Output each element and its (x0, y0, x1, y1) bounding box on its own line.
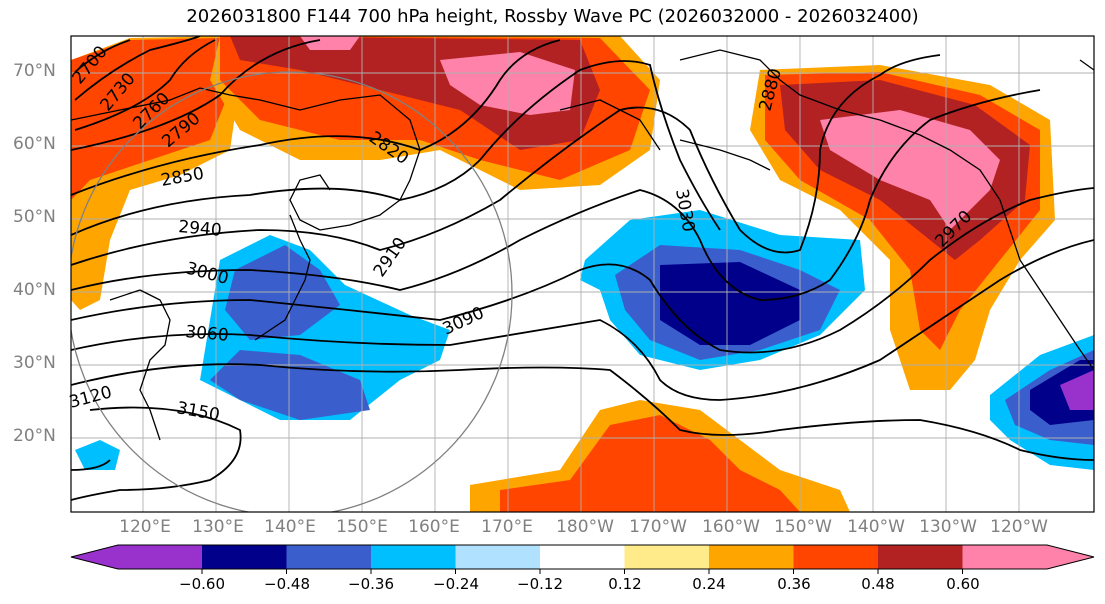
colorbar-tick-label: −0.12 (517, 575, 563, 593)
longitude-label: 180°W (556, 517, 614, 537)
colorbar-segment (286, 545, 371, 569)
contour-label: 3060 (185, 322, 230, 346)
shaded-field (71, 36, 1094, 512)
latitude-label: 40°N (13, 280, 56, 300)
colorbar-extend-low (71, 545, 118, 569)
colorbar-tick-label: 0.60 (946, 575, 980, 593)
longitude-label: 150°W (774, 517, 832, 537)
latitude-label: 30°N (13, 353, 56, 373)
colorbar-tick-label: −0.24 (433, 575, 479, 593)
colorbar-segment (709, 545, 794, 569)
longitude-label: 120°E (119, 517, 171, 537)
contour-label: 2940 (178, 217, 223, 241)
colorbar-segment (962, 545, 1047, 569)
latitude-label: 50°N (13, 207, 56, 227)
longitude-label: 170°W (629, 517, 687, 537)
colorbar-segment (878, 545, 963, 569)
longitude-label: 140°E (264, 517, 316, 537)
colorbar-segment (118, 545, 202, 569)
colorbar-segment (202, 545, 287, 569)
longitude-label: 170°E (481, 517, 533, 537)
colorbar-segment (455, 545, 540, 569)
great-circle-reference (71, 71, 513, 512)
latitude-label: 20°N (13, 426, 56, 446)
colorbar-tick-label: 0.24 (692, 575, 726, 593)
latitude-label: 70°N (13, 61, 56, 81)
height-contours (71, 36, 1094, 501)
longitude-label: 160°W (702, 517, 760, 537)
colorbar-segment (793, 545, 878, 569)
colorbar-extend-high (1047, 545, 1094, 569)
colorbar-outline (70, 544, 1095, 570)
longitude-label: 130°W (919, 517, 977, 537)
colorbar (70, 544, 1095, 574)
longitude-label: 140°W (847, 517, 905, 537)
colorbar-tick-label: 0.48 (861, 575, 895, 593)
colorbar-tick-label: −0.48 (264, 575, 310, 593)
colorbar-tick-label: −0.60 (179, 575, 225, 593)
longitude-label: 130°E (192, 517, 244, 537)
graticule (71, 36, 1094, 512)
longitude-label: 150°E (336, 517, 388, 537)
colorbar-segment (624, 545, 709, 569)
colorbar-tick-label: −0.36 (348, 575, 394, 593)
colorbar-segment (540, 545, 625, 569)
map-title: 2026031800 F144 700 hPa height, Rossby W… (186, 6, 919, 27)
map-frame (70, 35, 1095, 513)
longitude-label: 160°E (408, 517, 460, 537)
longitude-label: 120°W (990, 517, 1048, 537)
colorbar-segment (371, 545, 456, 569)
colorbar-tick-label: 0.12 (608, 575, 642, 593)
latitude-label: 60°N (13, 134, 56, 154)
colorbar-tick-label: 0.36 (777, 575, 811, 593)
